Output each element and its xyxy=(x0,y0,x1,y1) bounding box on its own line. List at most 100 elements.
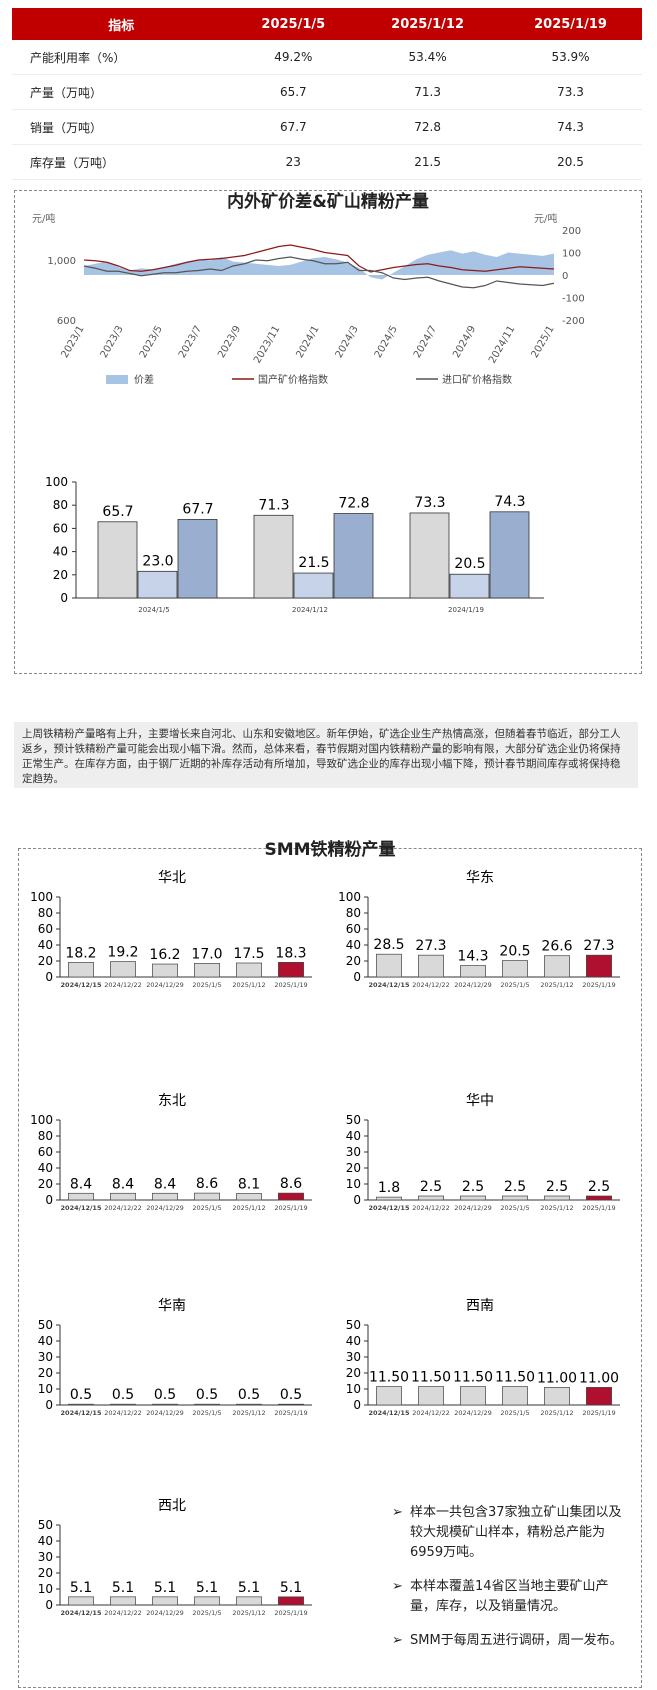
left-unit-label: 元/吨 xyxy=(32,212,55,225)
bar xyxy=(418,1386,444,1406)
bar xyxy=(152,1403,178,1406)
bar-value-label: 5.1 xyxy=(154,1580,176,1596)
x-tick-label: 2024/12/29 xyxy=(146,1409,183,1417)
bar xyxy=(376,1196,402,1201)
x-tick-label: 2024/12/15 xyxy=(369,1204,410,1212)
y-tick-label: 10 xyxy=(346,1177,361,1191)
y-tick-label: 60 xyxy=(38,922,53,936)
x-tick-label: 2023/3 xyxy=(99,324,126,360)
x-tick-label: 2024/1/12 xyxy=(292,606,328,614)
y-tick-label: 0 xyxy=(45,970,53,984)
legend-label: 国产矿价格指数 xyxy=(258,373,328,386)
y-tick-label: 100 xyxy=(45,475,68,489)
bar-value-label: 11.50 xyxy=(369,1370,409,1386)
bar xyxy=(376,1386,402,1406)
bar xyxy=(460,1195,486,1201)
y-tick-label: 20 xyxy=(38,1177,53,1191)
x-tick-label: 2024/12/15 xyxy=(369,981,410,989)
legend-label: 价差 xyxy=(134,373,154,386)
region-title: 西北 xyxy=(158,1498,186,1514)
bar xyxy=(236,1193,262,1201)
bar-value-label: 17.5 xyxy=(233,946,264,962)
bar-value-label: 0.5 xyxy=(196,1387,218,1403)
region-chart-north: 华北 0 20 40 60 80 100 18.2 2024/12/15 19.2 2024/12/… xyxy=(30,870,312,989)
bar-value-label: 5.1 xyxy=(280,1580,302,1596)
bar-value-label: 27.3 xyxy=(583,938,614,954)
y-tick-label: 50 xyxy=(38,1518,53,1532)
bar-value-label: 11.50 xyxy=(453,1370,493,1386)
bar-value-label: 17.0 xyxy=(191,946,222,962)
bar xyxy=(586,954,612,978)
bar-value-label: 21.5 xyxy=(298,555,329,571)
bar xyxy=(68,1192,94,1201)
x-tick-label: 2023/1 xyxy=(59,324,86,360)
x-tick-label: 2024/12/22 xyxy=(412,1409,449,1417)
bar xyxy=(544,955,570,978)
y-tick-label: 40 xyxy=(38,1534,53,1548)
x-tick-label: 2025/1 xyxy=(529,324,556,360)
bar xyxy=(278,1192,304,1201)
table-row: 产量（万吨） 65.7 71.3 73.3 xyxy=(12,74,642,110)
note-item: ➢ SMM于每周五进行调研，周一发布。 xyxy=(392,1631,632,1651)
right-tick-label: -200 xyxy=(562,316,585,327)
bar-value-label: 5.1 xyxy=(112,1580,134,1596)
y-tick-label: 20 xyxy=(38,954,53,968)
y-tick-label: 20 xyxy=(346,954,361,968)
bar xyxy=(502,1195,528,1201)
bar-value-label: 8.4 xyxy=(154,1176,176,1192)
table-row: 产能利用率（%） 49.2% 53.4% 53.9% xyxy=(12,40,642,75)
bar xyxy=(253,514,294,599)
bar xyxy=(333,513,374,599)
region-chart-northeast: 东北 0 20 40 60 80 100 8.4 2024/12/15 8.4 2024/12/22… xyxy=(30,1093,312,1212)
y-tick-label: 30 xyxy=(346,1350,361,1364)
notes-list: ➢ 样本一共包含37家独立矿山集团以及较大规模矿山样本，精粉总产能为6959万吨。… xyxy=(392,1503,632,1665)
bar-value-label: 74.3 xyxy=(494,494,525,510)
bar xyxy=(489,511,530,599)
region-chart-east: 华东 0 20 40 60 80 100 28.5 2024/12/15 27.3 2024/12/… xyxy=(338,870,620,989)
table-header-cell: 2025/1/5 xyxy=(230,8,357,40)
x-tick-label: 2024/1/19 xyxy=(448,606,484,614)
table-cell: 65.7 xyxy=(230,74,357,110)
x-tick-label: 2024/12/29 xyxy=(146,981,183,989)
table-row-label: 库存量（万吨） xyxy=(12,144,231,180)
bar xyxy=(194,963,220,978)
x-tick-label: 2025/1/5 xyxy=(500,981,529,989)
bar xyxy=(460,1386,486,1406)
right-tick-label: 200 xyxy=(562,226,581,237)
y-tick-label: 80 xyxy=(53,498,68,512)
bar xyxy=(110,1596,136,1606)
y-tick-label: 0 xyxy=(45,1598,53,1612)
y-tick-label: 40 xyxy=(346,938,361,952)
x-tick-label: 2025/1/19 xyxy=(274,981,307,989)
table-cell: 73.3 xyxy=(499,74,642,110)
x-tick-label: 2025/1/5 xyxy=(500,1204,529,1212)
region-chart-northwest: 西北 0 10 20 30 40 50 5.1 2024/12/15 5.1 2024/12/22 5… xyxy=(38,1498,312,1617)
bar xyxy=(544,1195,570,1201)
bar-value-label: 2.5 xyxy=(546,1179,568,1195)
bar-value-label: 71.3 xyxy=(258,497,289,513)
bar xyxy=(194,1192,220,1201)
x-tick-label: 2025/1/5 xyxy=(192,1609,221,1617)
table-cell: 53.4% xyxy=(356,40,500,75)
left-tick-label: 1,000 xyxy=(47,256,76,267)
bar xyxy=(194,1403,220,1406)
bar-value-label: 65.7 xyxy=(102,504,133,520)
y-tick-label: 20 xyxy=(38,1566,53,1580)
right-tick-label: 0 xyxy=(562,271,568,282)
spread-area xyxy=(84,250,554,280)
arrow-icon: ➢ xyxy=(392,1579,403,1594)
bar-value-label: 23.0 xyxy=(142,553,173,569)
bar-value-label: 11.00 xyxy=(579,1370,619,1386)
x-tick-label: 2023/9 xyxy=(216,324,243,360)
table-row: 库存量（万吨） 23 21.5 20.5 xyxy=(12,144,642,180)
y-tick-label: 0 xyxy=(45,1193,53,1207)
x-tick-label: 2025/1/5 xyxy=(192,981,221,989)
bar xyxy=(293,572,334,599)
bar-value-label: 0.5 xyxy=(154,1387,176,1403)
table-header-cell: 2025/1/12 xyxy=(356,8,500,40)
bar xyxy=(278,962,304,978)
x-tick-label: 2023/11 xyxy=(252,324,282,365)
bar-value-label: 20.5 xyxy=(454,556,485,572)
bar-value-label: 2.5 xyxy=(420,1179,442,1195)
x-tick-label: 2025/1/12 xyxy=(232,981,265,989)
